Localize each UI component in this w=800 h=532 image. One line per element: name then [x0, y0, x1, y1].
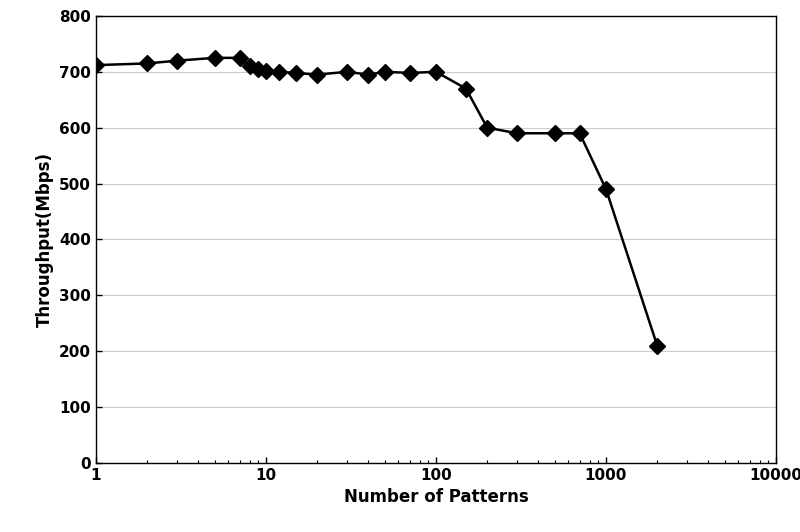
X-axis label: Number of Patterns: Number of Patterns [344, 488, 528, 506]
Y-axis label: Throughput(Mbps): Throughput(Mbps) [35, 152, 54, 327]
